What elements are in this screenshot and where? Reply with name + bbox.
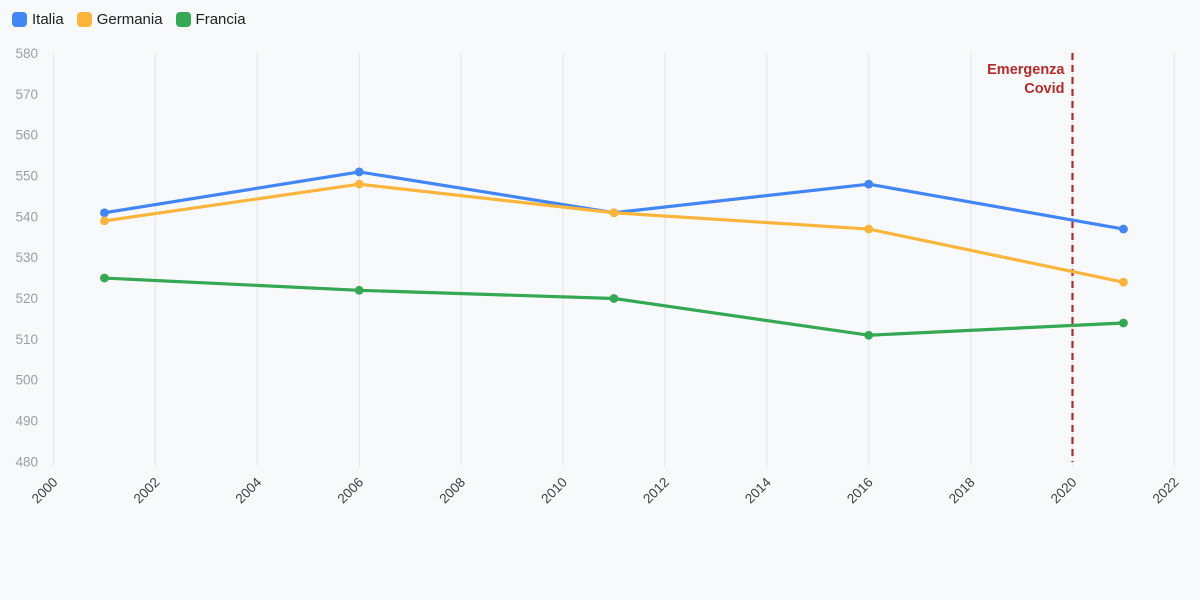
x-axis-tick-labels: 2000 2002 2004 2006 2008 2010 2012 2014 2016 2018… — [29, 474, 1182, 506]
y-axis-tick-label: 580 — [15, 46, 38, 61]
series-germania — [100, 179, 1128, 287]
x-axis-tick-label: 2006 — [334, 475, 366, 507]
data-point-germania-2006[interactable] — [354, 179, 364, 189]
x-axis-tick-label: 2000 — [29, 475, 61, 507]
data-point-francia-2021[interactable] — [1119, 318, 1128, 328]
data-point-francia-2006[interactable] — [354, 285, 364, 295]
data-point-germania-2021[interactable] — [1119, 277, 1128, 287]
data-point-italia-2021[interactable] — [1119, 224, 1128, 234]
x-axis-tick-label: 2012 — [640, 475, 672, 507]
x-axis-tick-label: 2020 — [1048, 475, 1080, 507]
x-axis-tick-label: 2022 — [1150, 475, 1182, 507]
y-axis-tick-label: 480 — [15, 454, 38, 469]
y-axis-tick-label: 520 — [15, 291, 38, 306]
covid-annotation-label: Covid — [1024, 81, 1064, 97]
y-axis-tick-label: 550 — [15, 168, 38, 183]
data-point-germania-2001[interactable] — [100, 216, 109, 226]
x-axis-tick-label: 2010 — [538, 475, 570, 507]
legend-label-francia: Francia — [195, 11, 246, 28]
legend-label-germania: Germania — [96, 11, 163, 28]
x-axis-tick-label: 2008 — [436, 475, 468, 507]
legend-item-francia[interactable]: Francia — [175, 11, 246, 28]
x-axis-tick-label: 2018 — [946, 475, 978, 507]
y-axis-tick-labels: 480 490 500 510 520 530 540 550 560 570 580 — [15, 46, 38, 469]
x-axis-tick-label: 2014 — [742, 474, 774, 506]
data-point-francia-2001[interactable] — [100, 273, 109, 283]
data-point-germania-2011[interactable] — [609, 208, 619, 218]
y-axis-tick-label: 540 — [15, 209, 38, 224]
series-francia — [100, 273, 1128, 340]
y-axis-tick-label: 560 — [15, 128, 38, 143]
y-axis-tick-label: 530 — [15, 250, 38, 265]
y-axis-tick-label: 490 — [15, 413, 38, 428]
data-point-germania-2016[interactable] — [864, 224, 874, 234]
data-point-italia-2016[interactable] — [864, 179, 874, 189]
data-point-francia-2016[interactable] — [864, 330, 874, 340]
gridlines — [52, 53, 1176, 466]
x-axis-tick-label: 2004 — [233, 474, 265, 506]
legend-item-italia[interactable]: Italia — [12, 11, 64, 28]
data-point-italia-2001[interactable] — [100, 208, 109, 218]
data-point-francia-2011[interactable] — [609, 294, 619, 303]
x-axis-tick-label: 2002 — [131, 475, 163, 507]
data-point-italia-2006[interactable] — [354, 167, 364, 177]
legend-swatch-germania — [76, 12, 92, 27]
y-axis-tick-label: 510 — [15, 332, 38, 347]
x-axis-tick-label: 2016 — [844, 475, 876, 507]
covid-annotation: Emergenza Covid — [987, 53, 1074, 462]
legend-label-italia: Italia — [32, 11, 64, 28]
legend-swatch-francia — [175, 12, 191, 27]
chart-legend: Italia Germania Francia — [12, 11, 246, 28]
covid-annotation-label: Emergenza — [987, 62, 1065, 78]
y-axis-tick-label: 500 — [15, 373, 38, 388]
y-axis-tick-label: 570 — [15, 87, 38, 102]
legend-item-germania[interactable]: Germania — [76, 11, 163, 28]
legend-swatch-italia — [12, 12, 27, 27]
